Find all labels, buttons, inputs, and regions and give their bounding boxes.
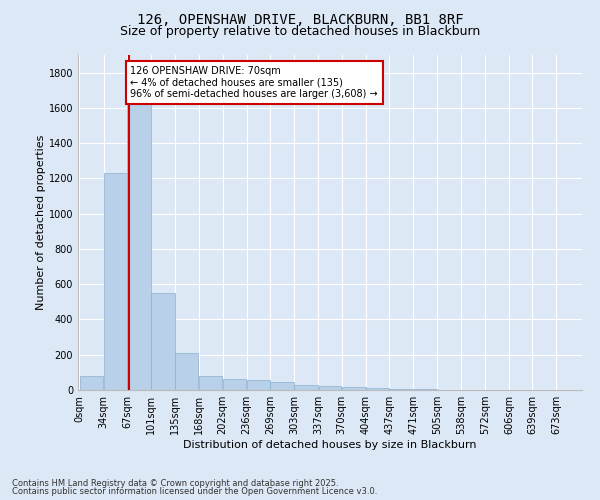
Bar <box>295 384 318 390</box>
Bar <box>223 380 247 390</box>
Bar <box>366 388 389 390</box>
X-axis label: Distribution of detached houses by size in Blackburn: Distribution of detached houses by size … <box>183 440 477 450</box>
Bar <box>104 173 127 390</box>
Bar <box>247 380 270 390</box>
Text: 126 OPENSHAW DRIVE: 70sqm
← 4% of detached houses are smaller (135)
96% of semi-: 126 OPENSHAW DRIVE: 70sqm ← 4% of detach… <box>130 66 378 99</box>
Bar <box>271 382 294 390</box>
Y-axis label: Number of detached properties: Number of detached properties <box>36 135 46 310</box>
Bar <box>175 353 198 390</box>
Bar <box>151 293 175 390</box>
Text: 126, OPENSHAW DRIVE, BLACKBURN, BB1 8RF: 126, OPENSHAW DRIVE, BLACKBURN, BB1 8RF <box>137 12 463 26</box>
Bar <box>199 376 223 390</box>
Text: Size of property relative to detached houses in Blackburn: Size of property relative to detached ho… <box>120 25 480 38</box>
Text: Contains public sector information licensed under the Open Government Licence v3: Contains public sector information licen… <box>12 487 377 496</box>
Bar <box>319 386 341 390</box>
Title: 126, OPENSHAW DRIVE, BLACKBURN, BB1 8RF
Size of property relative to detached ho: 126, OPENSHAW DRIVE, BLACKBURN, BB1 8RF … <box>0 499 1 500</box>
Bar <box>342 388 365 390</box>
Bar <box>127 90 151 390</box>
Text: Contains HM Land Registry data © Crown copyright and database right 2025.: Contains HM Land Registry data © Crown c… <box>12 478 338 488</box>
Bar <box>389 389 413 390</box>
Bar <box>80 376 103 390</box>
